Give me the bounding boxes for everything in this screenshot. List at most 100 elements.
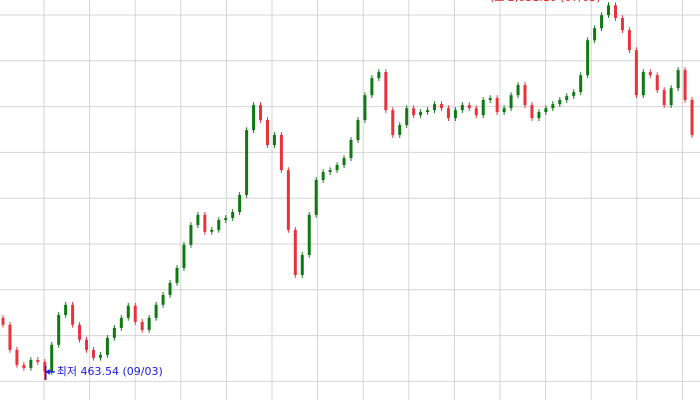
- candle-body: [140, 321, 144, 330]
- candle-body: [495, 98, 499, 113]
- candle-body: [600, 15, 604, 29]
- candle-body: [231, 212, 235, 219]
- candle-body: [433, 104, 437, 111]
- candle-body: [655, 75, 659, 91]
- candle-body: [119, 317, 123, 328]
- candle-body: [412, 108, 416, 116]
- candle-body: [398, 125, 402, 135]
- candle-body: [419, 112, 423, 116]
- candle-body: [321, 172, 325, 180]
- candle-body: [154, 304, 158, 318]
- candle-body: [196, 214, 200, 226]
- candle-body: [279, 134, 283, 171]
- candle-body: [335, 165, 339, 171]
- candle-body: [377, 72, 381, 79]
- candle-body: [662, 90, 666, 106]
- candle-body: [265, 120, 269, 146]
- candle-body: [384, 72, 388, 111]
- candle-body: [453, 110, 457, 119]
- candle-body: [634, 50, 638, 96]
- candle-body: [78, 324, 82, 340]
- candle-body: [342, 158, 346, 166]
- candle-body: [669, 88, 673, 106]
- candle-body: [1, 318, 5, 325]
- candle-body: [71, 304, 75, 325]
- candle-body: [544, 108, 548, 113]
- candle-body: [64, 304, 68, 315]
- low-label: 최저 463.54 (09/03): [57, 365, 163, 378]
- candle-body: [57, 314, 61, 345]
- candle-body: [203, 214, 207, 232]
- candle-body: [189, 225, 193, 245]
- candle-body: [502, 108, 506, 113]
- candle-body: [272, 134, 276, 146]
- candle-body: [613, 5, 617, 19]
- candle-body: [36, 360, 40, 362]
- candle-body: [405, 108, 409, 126]
- candle-body: [50, 344, 54, 372]
- candle-body: [85, 339, 89, 350]
- candle-body: [175, 267, 179, 283]
- candle-body: [349, 140, 353, 159]
- candle-body: [22, 364, 26, 368]
- candle-body: [391, 110, 395, 135]
- candle-body: [161, 294, 165, 305]
- candle-body: [586, 40, 590, 76]
- candle-body: [43, 361, 47, 372]
- candle-body: [627, 30, 631, 51]
- candle-body: [133, 305, 137, 322]
- candle-body: [620, 18, 624, 31]
- candle-body: [607, 5, 611, 16]
- candle-body: [286, 170, 290, 230]
- candle-body: [126, 305, 130, 318]
- candle-body: [683, 70, 687, 100]
- candle-body: [641, 72, 645, 96]
- candle-body: [467, 105, 471, 109]
- candle-body: [537, 112, 541, 119]
- candle-body: [356, 120, 360, 140]
- candle-body: [112, 327, 116, 338]
- candle-body: [593, 28, 597, 41]
- candle-body: [488, 98, 492, 100]
- candle-body: [530, 105, 534, 119]
- candle-body: [210, 229, 214, 232]
- candle-body: [690, 100, 694, 135]
- candle-body: [572, 92, 576, 97]
- candle-body: [307, 214, 311, 255]
- high-label: 최고 2,031.10 (07/03): [484, 0, 601, 4]
- candle-body: [446, 108, 450, 119]
- candle-body: [259, 105, 263, 120]
- candle-body: [238, 194, 242, 213]
- candle-body: [217, 220, 221, 230]
- candle-body: [168, 282, 172, 295]
- candle-body: [474, 108, 478, 116]
- candle-body: [252, 105, 256, 131]
- candle-body: [551, 104, 555, 109]
- candle-body: [426, 110, 430, 113]
- low-arrow-head: [45, 368, 50, 375]
- candle-body: [328, 170, 332, 173]
- candle-body: [558, 100, 562, 105]
- candle-body: [98, 354, 102, 358]
- candle-body: [245, 130, 249, 195]
- candle-body: [460, 105, 464, 111]
- candle-body: [91, 349, 95, 358]
- candle-body: [147, 317, 151, 330]
- candle-body: [314, 180, 318, 215]
- candle-body: [523, 85, 527, 106]
- candle-body: [182, 244, 186, 268]
- candle-body: [676, 70, 680, 89]
- candle-body: [15, 349, 19, 365]
- candle-body: [300, 254, 304, 275]
- candle-body: [439, 104, 443, 109]
- candle-body: [648, 72, 652, 76]
- candle-body: [579, 75, 583, 93]
- candle-body: [293, 229, 297, 275]
- candle-body: [516, 85, 520, 96]
- candle-body: [363, 95, 367, 120]
- candle-body: [8, 324, 12, 350]
- candle-body: [481, 100, 485, 116]
- candle-body: [370, 78, 374, 96]
- candle-body: [509, 95, 513, 109]
